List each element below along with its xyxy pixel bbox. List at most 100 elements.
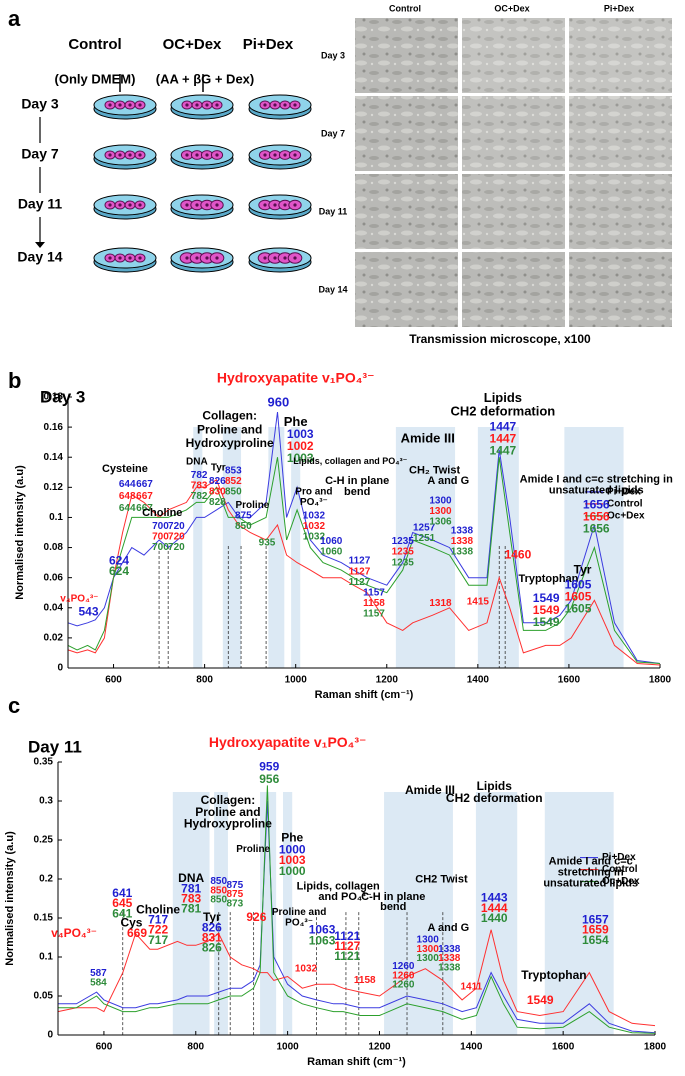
legend-label: Control [602,864,638,875]
annotation: Choline [136,902,180,916]
annotation: 700 [152,542,169,553]
micrograph [462,18,565,93]
y-tick-label: 0.2 [39,874,53,885]
nucleus [273,103,277,107]
annotation: Phe [281,831,303,845]
annotation: 1654 [582,933,609,947]
y-tick-label: 0.3 [39,796,53,807]
annotation: 1300 [429,496,452,507]
annotation: 826 [209,476,226,487]
annotation: PO₄³⁻ [285,917,313,928]
annotation: 1003 [287,427,314,441]
annotation: 667 [136,503,153,514]
nucleus [283,153,287,157]
annotation: 1338 [451,536,474,547]
annotation: Tyr [203,910,221,924]
annotation: 645 [112,896,132,910]
annotation: Hydroxyproline [184,817,272,831]
micro-row: Day 11 [319,206,348,216]
annotation: 830 [209,486,226,497]
annotation: bend [344,486,370,498]
y-tick-label: 0.08 [44,542,64,553]
annotation: 1443 [481,891,508,905]
annotation: 644 [119,479,136,490]
annotation: 873 [226,899,243,910]
annotation: and PO₄³⁻ [318,891,371,903]
nucleus [195,103,199,107]
annotation: 720 [168,521,185,532]
annotation: 1659 [582,923,609,937]
annotation: 700 [152,532,169,543]
annotation: 1260 [392,980,415,991]
annotation: 1338 [438,944,461,955]
x-tick-label: 1600 [552,1042,575,1053]
nucleus [293,153,297,157]
x-tick-label: 1400 [467,675,490,686]
day-label: Day 3 [21,96,59,112]
annotation: 1121 [334,949,360,963]
nucleus [283,203,287,207]
annotation: C-H in plane [361,891,425,903]
micro-column: Pi+Dex [604,3,634,13]
annotation: 1656 [583,522,610,536]
spectrum [67,479,661,666]
annotation: 1338 [451,526,474,537]
micrograph [355,174,458,249]
y-tick-label: 0.12 [44,482,64,493]
arrow-head [35,242,45,248]
annotation: 722 [148,923,168,937]
y-axis-label: Normalised intensity (a.u) [4,831,16,966]
annotation: Tyr [574,562,592,576]
annotation: Amide I and c=c [549,856,633,868]
nucleus [293,203,297,207]
annotation: 850 [210,885,227,896]
nucleus [128,153,132,157]
nucleus [108,153,112,157]
annotation: CH2 deformation [446,791,543,805]
annotation: 960 [268,394,290,409]
annotation: 669 [127,926,147,940]
annotation: 1127 [349,556,371,567]
annotation: Hydroxyapatite v₁PO₄³⁻ [209,734,367,750]
legend-label: Oc+Dex [602,876,640,887]
annotation: PO₄³⁻ [300,497,328,508]
annotation: 782 [191,491,208,502]
annotation: 850 [225,486,242,497]
annotation: 1300 [429,506,452,517]
nucleus [263,203,267,207]
annotation: A and G [427,475,469,487]
nucleus [205,203,209,207]
annotation: 1235 [392,557,415,568]
annotation: 1605 [565,601,592,615]
annotation: 1260 [392,970,415,981]
annotation: Choline [142,507,182,519]
annotation: A and G [427,922,469,934]
column-header: Control [68,36,121,53]
legend-label: Control [607,498,643,509]
nucleus [128,256,132,260]
annotation: 1605 [565,577,592,591]
y-tick-label: 0.14 [44,452,64,463]
annotation: Proline and [272,907,326,918]
nucleus [215,256,219,260]
nucleus [185,203,189,207]
band [214,792,228,1035]
annotation: 641 [112,906,132,920]
annotation: 926 [246,910,266,924]
annotation: 1003 [279,853,306,867]
annotation: 1656 [583,498,610,512]
nucleus [215,203,219,207]
annotation: 1549 [527,993,554,1007]
nucleus [185,103,189,107]
micrograph [355,96,458,171]
y-tick-label: 0.02 [44,633,64,644]
annotation: 1260 [392,961,415,972]
annotation: 1032 [303,511,326,522]
y-tick-label: 0.35 [34,757,54,768]
annotation: CH2 deformation [451,403,556,418]
annotation: Tryptophan [521,968,586,982]
annotation: Proline and [195,805,260,819]
y-axis-label: Normalised intensity (a.u) [14,465,26,600]
